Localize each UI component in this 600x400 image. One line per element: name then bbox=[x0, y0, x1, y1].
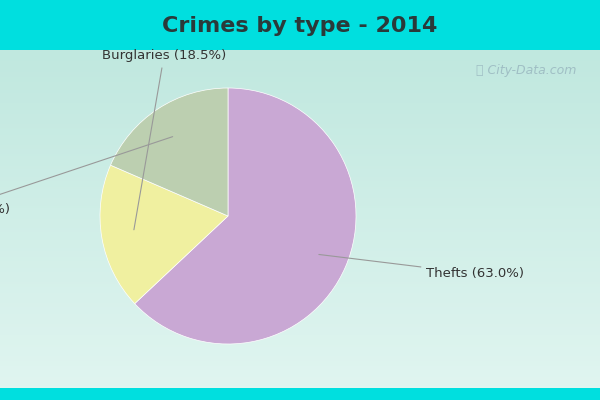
Bar bbox=[0, 388, 600, 400]
Text: Burglaries (18.5%): Burglaries (18.5%) bbox=[102, 49, 226, 230]
Wedge shape bbox=[100, 165, 228, 304]
Text: Thefts (63.0%): Thefts (63.0%) bbox=[319, 254, 524, 280]
Wedge shape bbox=[134, 88, 356, 344]
Text: Assaults (18.5%): Assaults (18.5%) bbox=[0, 137, 173, 216]
Wedge shape bbox=[110, 88, 228, 216]
Text: Crimes by type - 2014: Crimes by type - 2014 bbox=[163, 16, 437, 36]
Text: ⓘ City-Data.com: ⓘ City-Data.com bbox=[476, 64, 576, 77]
Bar bbox=[0, 0, 600, 50]
